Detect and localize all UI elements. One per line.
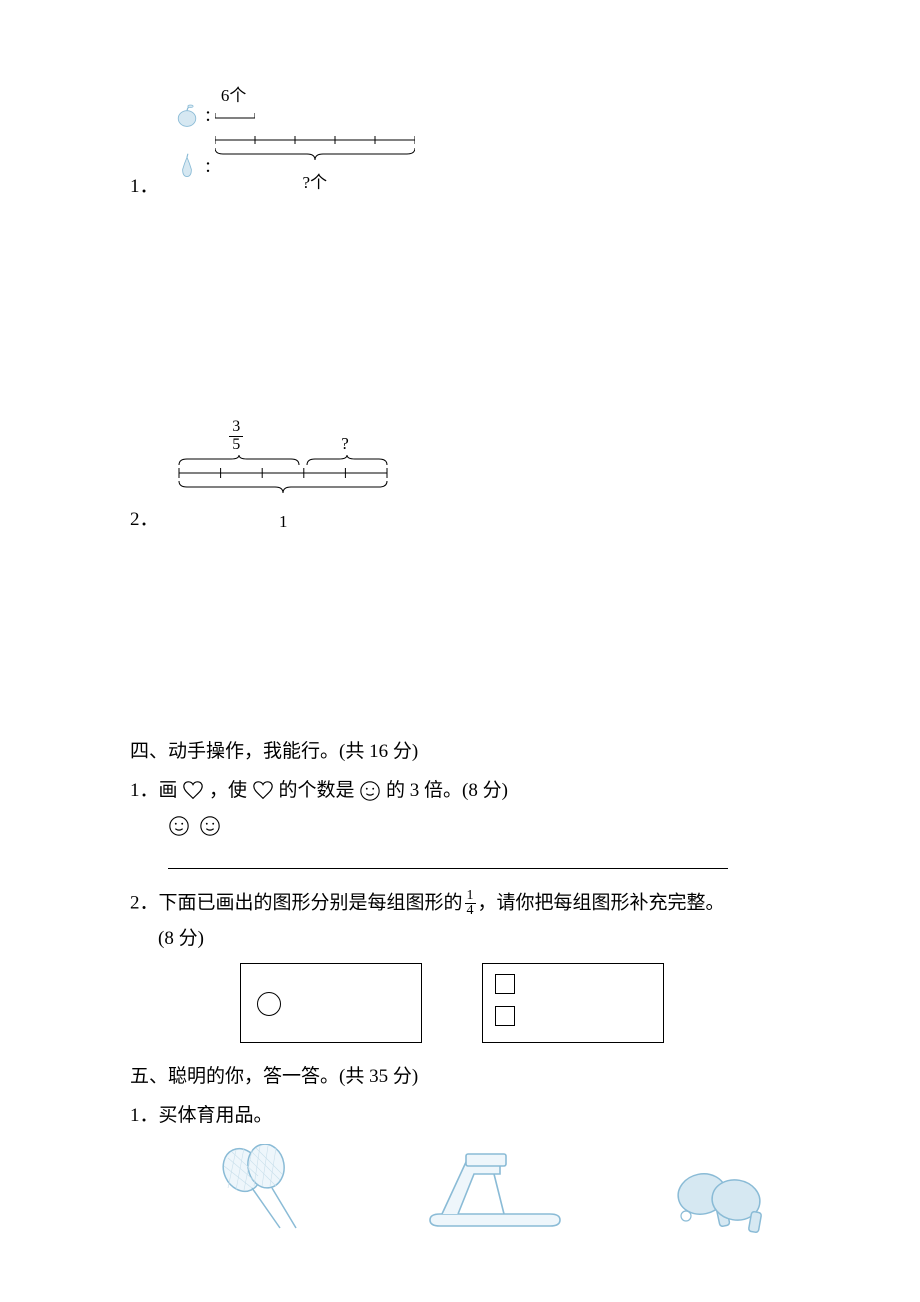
problem-2-diagram: 3 5 ? 1 [173, 425, 393, 534]
frac-num: 1 [465, 889, 476, 905]
s4q1-suffix: 的 3 倍。(8 分) [386, 780, 508, 801]
square-shape [495, 1006, 515, 1026]
smiley-icon [359, 780, 381, 802]
heart-icon [182, 780, 204, 802]
section-5-q1: 1．买体育用品。 [130, 1102, 790, 1131]
s4q2-prefix: 2．下面已画出的图形分别是每组图形的 [130, 892, 463, 913]
pear-segment: ?个 [215, 136, 415, 195]
frac-den: 5 [229, 437, 243, 454]
qmark: ? [341, 431, 349, 457]
frac-den: 4 [465, 904, 476, 919]
square-shape [495, 974, 515, 994]
total-label: 1 [173, 509, 393, 535]
apple-count-label: 6个 [221, 83, 247, 109]
circle-shape [257, 992, 281, 1016]
smiley-icon [199, 815, 221, 837]
treadmill-icon [420, 1144, 570, 1234]
smiley-row [168, 811, 790, 840]
s4q1-prefix: 1．画 [130, 780, 178, 801]
problem-2: 2． 3 5 ? [130, 425, 790, 534]
spacer [130, 225, 790, 425]
number-line [173, 455, 393, 505]
problem-1: 1． : 6个 [130, 100, 790, 201]
shape-boxes [240, 963, 790, 1043]
smiley-icon [168, 815, 190, 837]
pear-row: : ?个 [173, 136, 415, 195]
colon: : [205, 151, 211, 181]
badminton-icon [210, 1144, 330, 1234]
fraction-1-4: 14 [465, 889, 476, 919]
s4q2-suffix: ，请你把每组图形补充完整。 [478, 892, 725, 913]
answer-line [168, 868, 728, 869]
sports-row [210, 1144, 790, 1234]
s4q1-mid1: ，使 [209, 780, 247, 801]
shape-box-squares [482, 963, 664, 1043]
s4q1-mid2: 的个数是 [279, 780, 355, 801]
apple-row: : 6个 [173, 100, 415, 130]
section-4-q2: 2．下面已画出的图形分别是每组图形的14，请你把每组图形补充完整。 [130, 889, 790, 919]
shape-box-circle [240, 963, 422, 1043]
section-5-title: 五、聪明的你，答一答。(共 35 分) [130, 1063, 790, 1092]
problem-2-label: 2． [130, 506, 159, 535]
problem-1-diagram: : 6个 : [173, 100, 415, 201]
s4q2-points: (8 分) [130, 925, 790, 954]
pear-question-label: ?个 [215, 170, 415, 196]
pear-icon [173, 152, 201, 180]
colon: : [205, 100, 211, 130]
fraction-3-5: 3 5 [229, 419, 243, 454]
apple-segment: 6个 [215, 101, 255, 130]
heart-icon [252, 780, 274, 802]
problem-1-label: 1． [130, 173, 159, 202]
section-4-title: 四、动手操作，我能行。(共 16 分) [130, 738, 790, 767]
page: 1． : 6个 [0, 0, 920, 1302]
spacer [130, 558, 790, 698]
section-4-q1: 1．画 ，使 的个数是 的 3 倍。(8 分) [130, 777, 790, 806]
frac-num: 3 [229, 419, 243, 437]
pingpong-icon [660, 1164, 780, 1234]
apple-icon [173, 101, 201, 129]
